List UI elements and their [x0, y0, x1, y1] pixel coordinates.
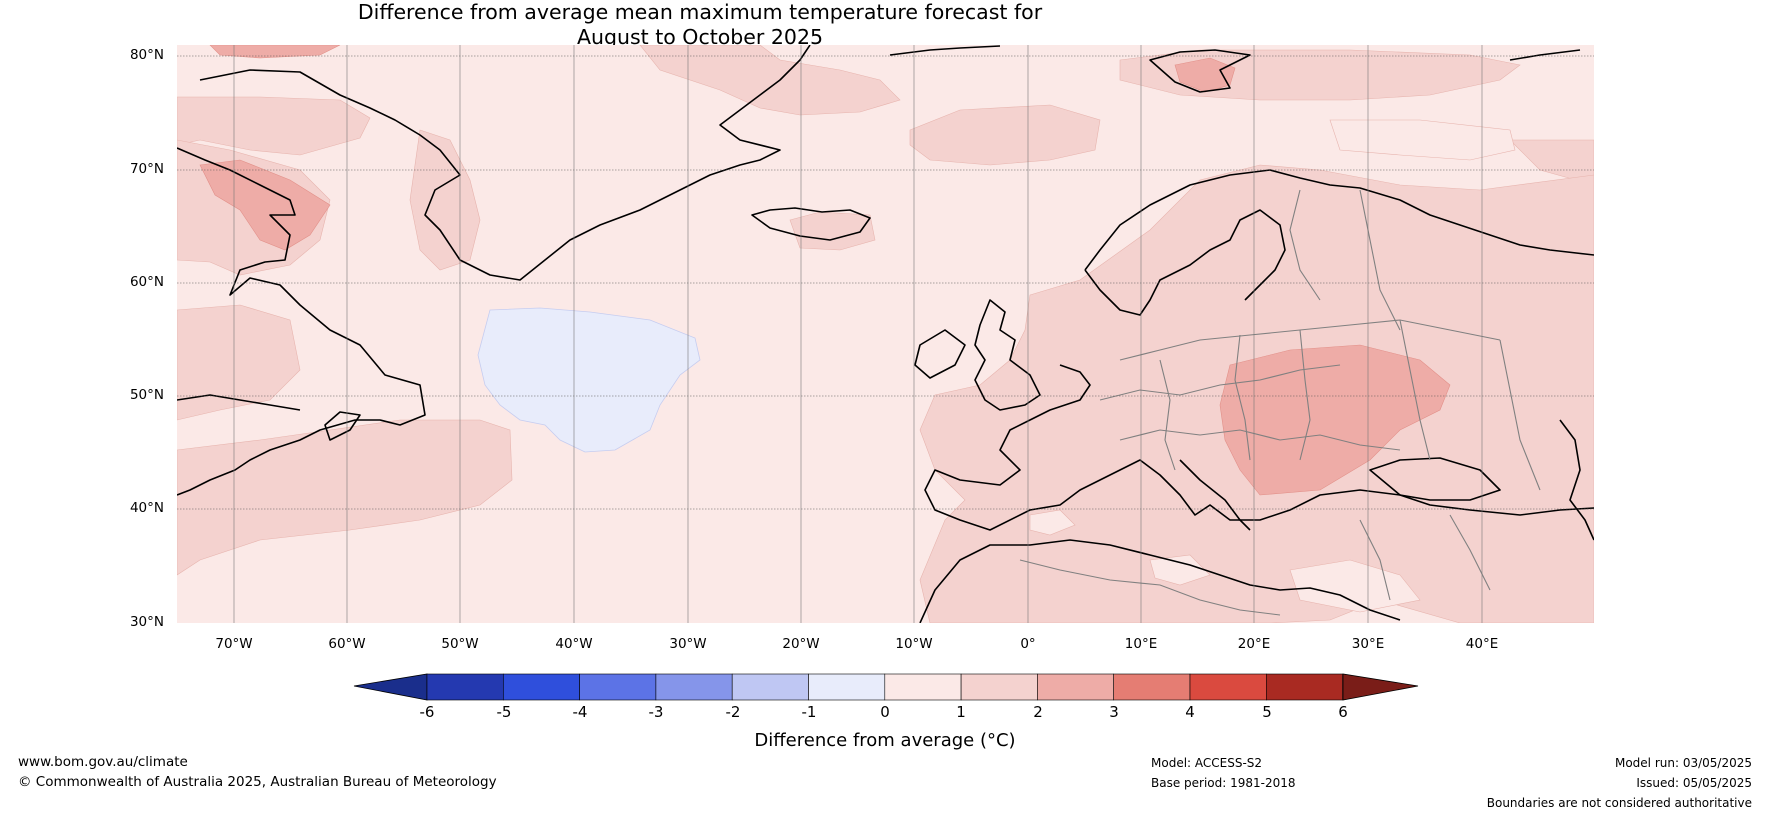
- website-link[interactable]: www.bom.gov.au/climate: [18, 754, 188, 770]
- model-run-date: Model run: 03/05/2025: [1614, 756, 1752, 770]
- colorbar-cell: [655, 673, 733, 701]
- meridians: [233, 45, 1483, 623]
- base-period: Base period: 1981-2018: [1151, 776, 1296, 790]
- map-area: [177, 45, 1594, 623]
- colorbar-extend-low: [353, 673, 428, 701]
- colorbar-cell: [1037, 673, 1115, 701]
- colorbar-cell: [1266, 673, 1343, 701]
- lat-label-80n: 80°N: [129, 47, 164, 63]
- lon-label-30w: 30°W: [669, 636, 707, 652]
- model-name: Model: ACCESS-S2: [1151, 756, 1263, 770]
- lat-label-40n: 40°N: [129, 500, 164, 516]
- lon-label-10e: 10°E: [1124, 636, 1158, 652]
- colorbar-label: Difference from average (°C): [754, 730, 1016, 751]
- colorbar-cells: [426, 673, 1343, 701]
- colorbar-tick-label: 1: [956, 703, 966, 721]
- title-line-1: Difference from average mean maximum tem…: [357, 0, 1043, 24]
- colorbar-tick-label: -2: [725, 703, 741, 721]
- colorbar-tick-label: -4: [572, 703, 588, 721]
- colorbar-cell: [579, 673, 657, 701]
- colorbar-cell: [960, 673, 1038, 701]
- colorbar-tick-label: 2: [1033, 703, 1043, 721]
- lon-label-40w: 40°W: [555, 636, 593, 652]
- anomaly-2-to-3-regions: [199, 45, 1451, 496]
- colorbar-tick-label: -6: [419, 703, 435, 721]
- lon-label-20w: 20°W: [782, 636, 820, 652]
- colorbar-tick-label: -1: [801, 703, 817, 721]
- colorbar-tick-label: -5: [496, 703, 512, 721]
- copyright-text: © Commonwealth of Australia 2025, Austra…: [18, 774, 497, 790]
- lon-label-60w: 60°W: [328, 636, 366, 652]
- anomaly-0-to-1-pockets: [1029, 119, 1516, 613]
- lon-label-20e: 20°E: [1237, 636, 1271, 652]
- colorbar-tick-label: 5: [1262, 703, 1272, 721]
- anomaly-minus-1-to-0-region: [477, 307, 701, 453]
- country-borders: [1019, 189, 1541, 616]
- lat-label-70n: 70°N: [129, 161, 164, 177]
- colorbar-cell: [731, 673, 809, 701]
- colorbar-tick-label: 6: [1338, 703, 1348, 721]
- graticule: [177, 55, 1594, 510]
- coastlines: [177, 45, 1594, 623]
- colorbar-tick-label: -3: [648, 703, 664, 721]
- lon-label-10w: 10°W: [895, 636, 933, 652]
- lon-label-40e: 40°E: [1465, 636, 1499, 652]
- lon-label-50w: 50°W: [441, 636, 479, 652]
- colorbar-tick-label: 0: [880, 703, 890, 721]
- boundaries-disclaimer: Boundaries are not considered authoritat…: [1486, 796, 1752, 810]
- map-title: Difference from average mean maximum tem…: [0, 0, 1400, 50]
- colorbar-cell: [884, 673, 962, 701]
- lon-label-70w: 70°W: [215, 636, 253, 652]
- lon-label-0: 0°: [1020, 636, 1036, 652]
- colorbar-cell: [426, 673, 504, 701]
- lon-label-30e: 30°E: [1351, 636, 1385, 652]
- colorbar-cell: [808, 673, 886, 701]
- colorbar-cell: [1113, 673, 1191, 701]
- colorbar-extend-high: [1342, 673, 1419, 701]
- lat-label-60n: 60°N: [129, 274, 164, 290]
- lat-label-30n: 30°N: [129, 614, 164, 630]
- lat-label-50n: 50°N: [129, 387, 164, 403]
- colorbar: [353, 673, 1419, 701]
- colorbar-cell: [1189, 673, 1267, 701]
- colorbar-tick-label: 3: [1109, 703, 1119, 721]
- colorbar-tick-label: 4: [1185, 703, 1195, 721]
- colorbar-cell: [502, 673, 580, 701]
- issued-date: Issued: 05/05/2025: [1636, 776, 1752, 790]
